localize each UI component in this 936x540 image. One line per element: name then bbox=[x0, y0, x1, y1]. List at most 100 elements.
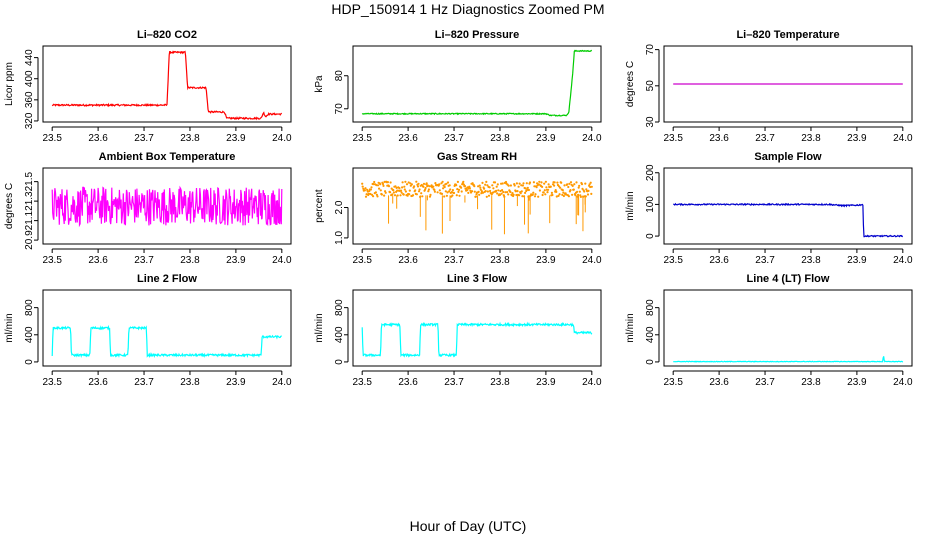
y-axis-label: degrees C bbox=[625, 61, 636, 107]
data-point bbox=[507, 184, 510, 187]
data-point bbox=[477, 190, 480, 193]
data-point bbox=[410, 183, 413, 186]
data-point bbox=[560, 181, 563, 184]
data-point bbox=[545, 186, 548, 189]
data-series-line bbox=[361, 49, 593, 117]
data-point bbox=[573, 183, 576, 186]
data-point bbox=[484, 183, 487, 186]
data-point bbox=[568, 182, 571, 185]
data-point bbox=[540, 181, 543, 184]
panel-title: Ambient Box Temperature bbox=[99, 151, 236, 163]
data-point bbox=[522, 182, 525, 185]
data-point bbox=[518, 194, 521, 197]
x-tick-label: 23.7 bbox=[755, 133, 775, 144]
data-point bbox=[561, 193, 564, 196]
data-point bbox=[527, 188, 531, 192]
y-tick-label: 440 bbox=[24, 49, 35, 66]
data-point bbox=[376, 184, 380, 187]
panel-title: Line 4 (LT) Flow bbox=[747, 273, 830, 285]
data-point bbox=[462, 180, 465, 183]
y-tick-label: 800 bbox=[645, 299, 656, 316]
plot-frame bbox=[663, 289, 913, 367]
data-point bbox=[526, 186, 529, 189]
x-tick-label: 23.5 bbox=[663, 377, 683, 388]
y-tick-label: 0 bbox=[24, 359, 35, 365]
data-point bbox=[569, 181, 573, 184]
y-tick-label: 0 bbox=[334, 359, 345, 365]
data-point bbox=[484, 190, 487, 193]
data-point bbox=[561, 189, 564, 192]
x-tick-label: 23.6 bbox=[88, 255, 108, 266]
y-axis-label: ml/min bbox=[625, 191, 636, 220]
data-point bbox=[549, 185, 552, 188]
plot-frame bbox=[42, 45, 292, 123]
y-tick-label: 800 bbox=[24, 299, 35, 316]
data-point bbox=[518, 182, 521, 185]
data-point bbox=[489, 189, 492, 193]
data-point bbox=[514, 190, 517, 193]
x-tick-label: 24.0 bbox=[582, 377, 602, 388]
data-point bbox=[480, 190, 483, 193]
panel-title: Line 3 Flow bbox=[447, 273, 507, 285]
data-point bbox=[399, 194, 402, 197]
data-point bbox=[589, 181, 592, 184]
x-tick-label: 23.7 bbox=[134, 255, 154, 266]
data-point bbox=[456, 188, 459, 191]
data-point bbox=[455, 184, 458, 187]
x-tick-label: 24.0 bbox=[272, 133, 292, 144]
data-point bbox=[533, 195, 537, 198]
data-point bbox=[588, 183, 591, 186]
y-tick-label: 100 bbox=[645, 196, 656, 213]
data-point bbox=[544, 180, 548, 183]
x-tick-label: 23.9 bbox=[536, 377, 556, 388]
data-point bbox=[399, 189, 403, 192]
data-point bbox=[590, 185, 593, 188]
data-point bbox=[364, 195, 368, 198]
data-point bbox=[375, 184, 378, 187]
data-point bbox=[409, 182, 412, 185]
data-point bbox=[493, 181, 497, 184]
y-tick-label: 50 bbox=[645, 80, 656, 92]
data-series-line bbox=[51, 324, 283, 359]
x-tick-label: 23.7 bbox=[134, 377, 154, 388]
data-point bbox=[491, 191, 494, 194]
data-series-line bbox=[51, 50, 283, 121]
data-point bbox=[379, 183, 382, 186]
data-point bbox=[415, 193, 418, 196]
data-point bbox=[466, 189, 469, 192]
data-point bbox=[380, 193, 383, 196]
data-point bbox=[404, 180, 407, 183]
y-tick-label: 21.5 bbox=[24, 171, 35, 191]
x-tick-label: 23.8 bbox=[180, 133, 200, 144]
data-point bbox=[414, 189, 417, 192]
data-point bbox=[381, 182, 385, 186]
data-point bbox=[571, 184, 574, 187]
data-point bbox=[543, 189, 546, 192]
x-tick-label: 24.0 bbox=[893, 377, 913, 388]
data-series-line bbox=[673, 356, 904, 363]
data-point bbox=[543, 182, 546, 185]
data-point bbox=[537, 195, 540, 198]
data-point bbox=[497, 189, 500, 192]
data-point bbox=[495, 185, 498, 188]
data-point bbox=[427, 190, 430, 193]
data-point bbox=[387, 185, 391, 188]
data-point bbox=[413, 185, 416, 188]
data-point bbox=[485, 180, 488, 183]
data-point bbox=[393, 194, 397, 197]
data-point bbox=[524, 187, 527, 190]
data-point bbox=[538, 180, 541, 183]
data-point bbox=[569, 189, 572, 192]
data-point bbox=[415, 180, 418, 183]
x-axis-title: Hour of Day (UTC) bbox=[409, 518, 527, 534]
y-tick-label: 0 bbox=[645, 359, 656, 365]
data-point bbox=[396, 189, 399, 192]
data-point bbox=[361, 185, 364, 188]
data-point bbox=[586, 193, 590, 196]
data-point bbox=[488, 186, 491, 189]
data-point bbox=[516, 190, 519, 193]
data-point bbox=[408, 189, 411, 192]
data-point bbox=[577, 193, 580, 196]
data-point bbox=[478, 184, 481, 187]
